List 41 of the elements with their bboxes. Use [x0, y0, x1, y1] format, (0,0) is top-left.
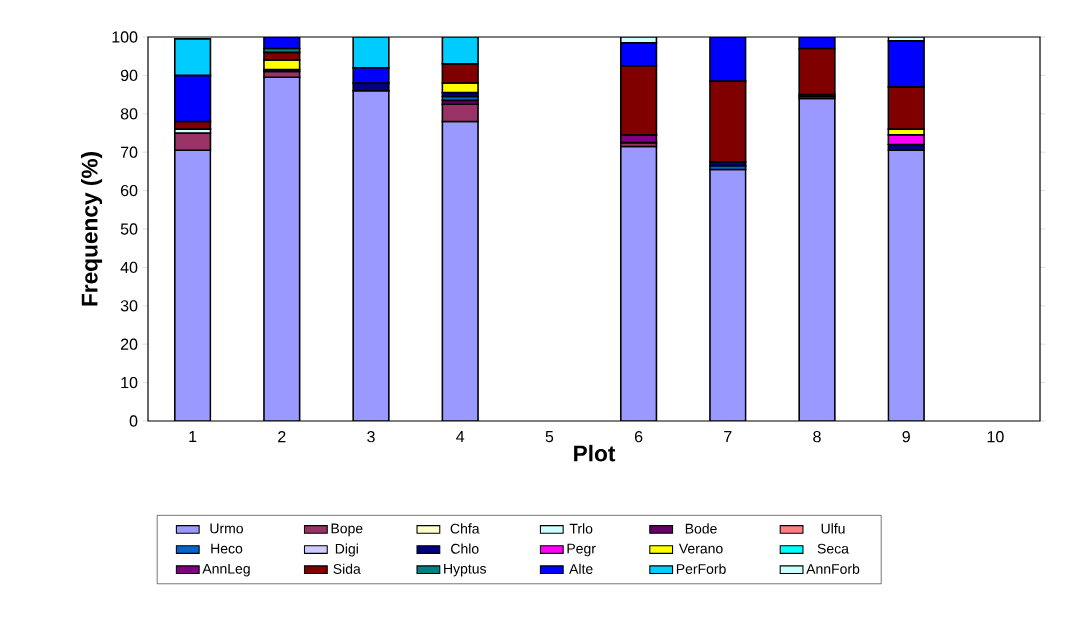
legend-label: Digi — [335, 543, 358, 557]
x-tick-label: 8 — [813, 431, 821, 443]
y-tick-label: 40 — [120, 261, 138, 274]
y-tick-label: 0 — [129, 415, 138, 427]
x-tick-label: 2 — [278, 431, 286, 443]
x-tick-label: 6 — [634, 431, 643, 443]
legend-label: PerForb — [676, 563, 726, 574]
y-tick-label: 50 — [120, 223, 138, 235]
legend-label: Chlo — [451, 543, 479, 554]
legend-label: Urmo — [210, 523, 243, 534]
x-tick-label: 4 — [456, 431, 465, 443]
x-tick-label: 1 — [189, 431, 197, 443]
legend-label: Alte — [569, 563, 593, 574]
y-tick-label: 60 — [120, 184, 138, 197]
legend-label: Ulfu — [821, 523, 845, 534]
legend-label: AnnForb — [806, 563, 860, 574]
y-tick-label: 70 — [120, 146, 138, 158]
x-tick-label: 3 — [367, 431, 375, 443]
legend-label: Hyptus — [444, 563, 487, 577]
x-tick-label: 9 — [902, 431, 910, 443]
legend-label: Seca — [817, 543, 849, 554]
y-tick-label: 90 — [120, 69, 138, 82]
x-tick-label: 7 — [724, 431, 732, 443]
legend-label: Heco — [211, 543, 243, 554]
legend-label: Pegr — [567, 543, 596, 557]
y-axis-title: Frequency (%) — [81, 152, 103, 306]
legend-label: AnnLeg — [202, 563, 250, 577]
x-tick-label: 10 — [987, 431, 1004, 443]
y-tick-label: 30 — [120, 300, 138, 312]
y-tick-label: 80 — [120, 108, 138, 120]
legend-label: Bope — [331, 523, 363, 537]
x-tick-label: 5 — [545, 431, 554, 443]
legend-label: Sida — [333, 563, 361, 574]
legend-label: Bode — [685, 523, 717, 534]
y-tick-label: 100 — [112, 31, 138, 43]
legend-label: Chfa — [450, 523, 480, 534]
legend-label: Trlo — [569, 523, 593, 534]
y-tick-label: 20 — [120, 338, 138, 350]
y-tick-label: 10 — [121, 376, 138, 389]
legend-label: Verano — [678, 543, 723, 554]
x-axis-title: Plot — [574, 444, 616, 462]
